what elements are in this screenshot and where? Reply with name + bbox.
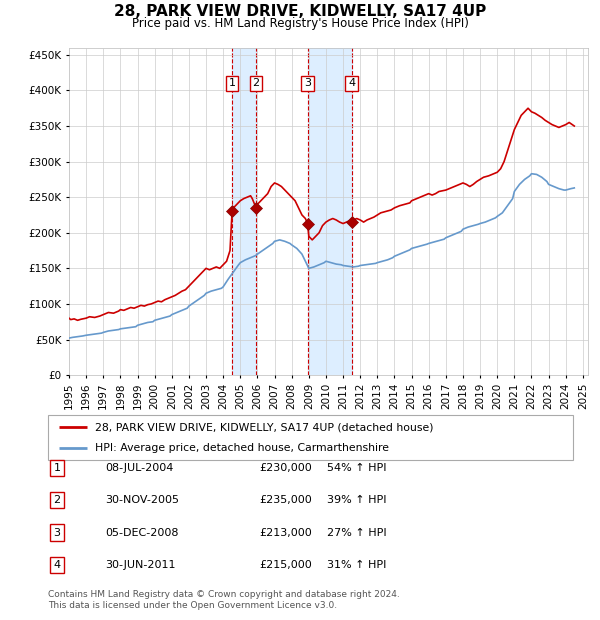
Text: 27% ↑ HPI: 27% ↑ HPI: [327, 528, 386, 538]
Text: Contains HM Land Registry data © Crown copyright and database right 2024.: Contains HM Land Registry data © Crown c…: [48, 590, 400, 600]
Text: 3: 3: [53, 528, 61, 538]
Bar: [232, 48, 256, 375]
Text: 2: 2: [53, 495, 61, 505]
Text: HPI: Average price, detached house, Carmarthenshire: HPI: Average price, detached house, Carm…: [95, 443, 389, 453]
Text: 30-NOV-2005: 30-NOV-2005: [105, 495, 179, 505]
Text: 54% ↑ HPI: 54% ↑ HPI: [327, 463, 386, 473]
Text: 4: 4: [53, 560, 61, 570]
Text: £235,000: £235,000: [259, 495, 312, 505]
Text: 05-DEC-2008: 05-DEC-2008: [105, 528, 179, 538]
Text: 28, PARK VIEW DRIVE, KIDWELLY, SA17 4UP: 28, PARK VIEW DRIVE, KIDWELLY, SA17 4UP: [114, 4, 486, 19]
Text: 4: 4: [348, 78, 355, 88]
Text: £230,000: £230,000: [259, 463, 312, 473]
Text: 31% ↑ HPI: 31% ↑ HPI: [327, 560, 386, 570]
Text: 30-JUN-2011: 30-JUN-2011: [105, 560, 176, 570]
Text: 1: 1: [53, 463, 61, 473]
Text: 1: 1: [229, 78, 236, 88]
Bar: [308, 48, 352, 375]
Text: Price paid vs. HM Land Registry's House Price Index (HPI): Price paid vs. HM Land Registry's House …: [131, 17, 469, 30]
Text: 28, PARK VIEW DRIVE, KIDWELLY, SA17 4UP (detached house): 28, PARK VIEW DRIVE, KIDWELLY, SA17 4UP …: [95, 422, 434, 433]
Text: £213,000: £213,000: [259, 528, 312, 538]
Text: 08-JUL-2004: 08-JUL-2004: [105, 463, 173, 473]
Text: £215,000: £215,000: [259, 560, 312, 570]
Text: 3: 3: [304, 78, 311, 88]
Text: This data is licensed under the Open Government Licence v3.0.: This data is licensed under the Open Gov…: [48, 601, 337, 611]
Text: 2: 2: [253, 78, 260, 88]
Text: 39% ↑ HPI: 39% ↑ HPI: [327, 495, 386, 505]
